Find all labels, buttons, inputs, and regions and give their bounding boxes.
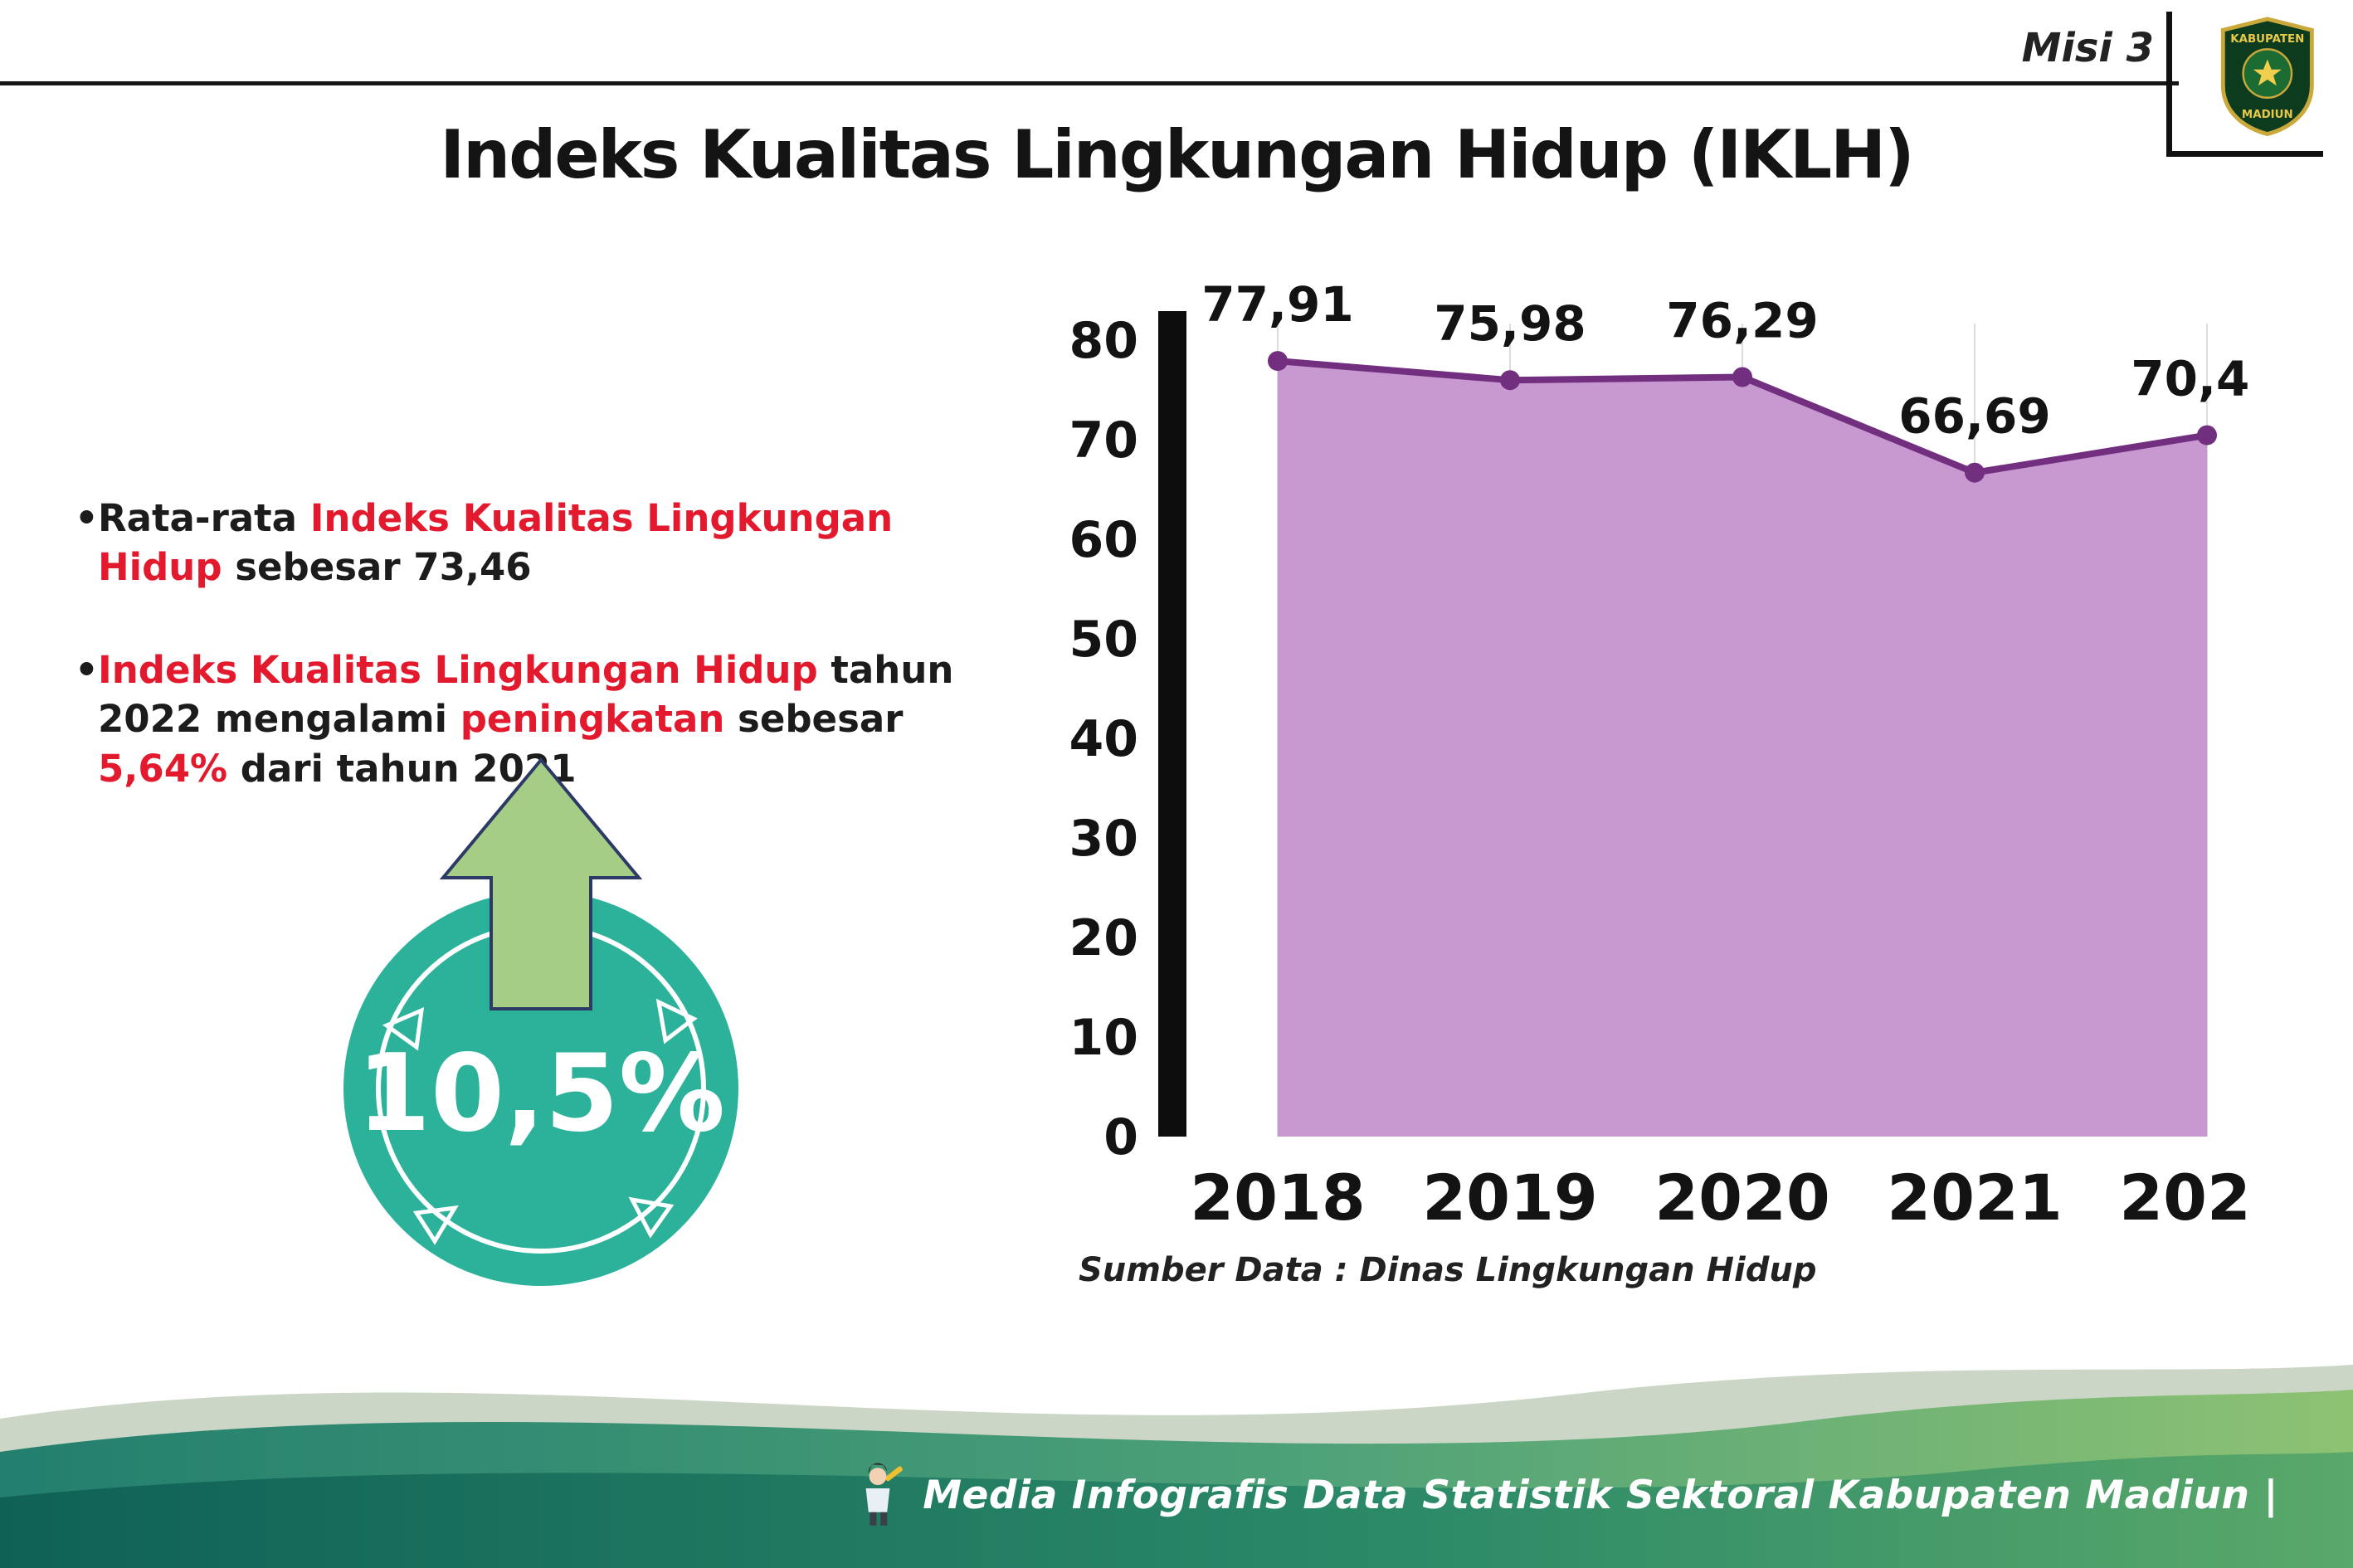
bullet-item: • Indeks Kualitas Lingkungan Hidup tahun … [75,645,979,793]
page-title: Indeks Kualitas Lingkungan Hidup (IKLH) [440,116,1914,193]
x-tick-labels: 2018 2019 2020 2021 2022 [1190,1161,2295,1234]
badge-triangle-bottom-left [412,1205,459,1245]
bullet-dot: • [75,496,99,540]
svg-text:2021: 2021 [1887,1161,2063,1234]
badge-circle [343,891,738,1286]
source-note: Sumber Data : Dinas Lingkungan Hidup [1079,1251,1817,1289]
logo-text-bottom: MADIUN [2242,109,2293,121]
logo-star [2253,59,2282,86]
svg-text:2019: 2019 [1422,1161,1598,1234]
footer-credit: Media Infografis Data Statistik Sektoral… [851,1462,2278,1528]
svg-text:76,29: 76,29 [1666,293,1818,349]
svg-text:77,91: 77,91 [1201,276,1353,333]
area-fill [1278,361,2207,1137]
badge-triangle-left [382,1006,425,1051]
header-rule [0,81,2179,85]
kabupaten-madiun-logo: KABUPATEN MADIUN [2221,17,2315,136]
svg-text:60: 60 [1069,511,1139,569]
misi-label: Misi 3 [2021,25,2154,71]
bullet-item: • Rata-rata Indeks Kualitas Lingkungan Hi… [75,494,979,592]
iklh-area-chart: 0 10 20 30 40 50 60 70 80 77,91 75,98 76,29 66,69 70,… [1021,274,2295,1269]
svg-text:80: 80 [1069,312,1139,370]
y-tick-labels: 0 10 20 30 40 50 60 70 80 [1069,312,1139,1166]
logo-text-top: KABUPATEN [2231,33,2305,46]
data-points [1268,351,2217,483]
footer-credit-text: Media Infografis Data Statistik Sektoral… [923,1472,2278,1518]
svg-text:70: 70 [1069,411,1139,470]
svg-text:2020: 2020 [1654,1161,1830,1234]
footer-waves [0,1365,2353,1568]
svg-text:70,45: 70,45 [2131,351,2248,407]
badge-triangle-right [655,998,698,1045]
mascot-icon [865,1463,904,1526]
svg-text:40: 40 [1069,710,1139,768]
y-axis-bar [1158,311,1186,1137]
svg-text:30: 30 [1069,810,1139,868]
svg-text:2018: 2018 [1190,1161,1366,1234]
svg-text:66,69: 66,69 [1898,388,2050,445]
up-arrow-icon [439,757,643,1010]
svg-text:0: 0 [1103,1108,1138,1166]
badge-triangle-bottom-right [628,1196,675,1239]
badge-percentage: 10,5% [357,1032,725,1156]
svg-text:2022: 2022 [2119,1161,2248,1234]
svg-text:20: 20 [1069,909,1139,967]
bullet-dot: • [75,647,99,692]
increase-badge: 10,5% [315,747,767,1303]
svg-text:75,98: 75,98 [1434,295,1586,352]
wave-dark [0,1452,2353,1568]
bullet-list: • Rata-rata Indeks Kualitas Lingkungan Hi… [75,494,979,846]
svg-text:10: 10 [1069,1009,1139,1067]
kabupaten-madiun-logo-frame: KABUPATEN MADIUN [2166,12,2323,157]
svg-text:50: 50 [1069,611,1139,669]
